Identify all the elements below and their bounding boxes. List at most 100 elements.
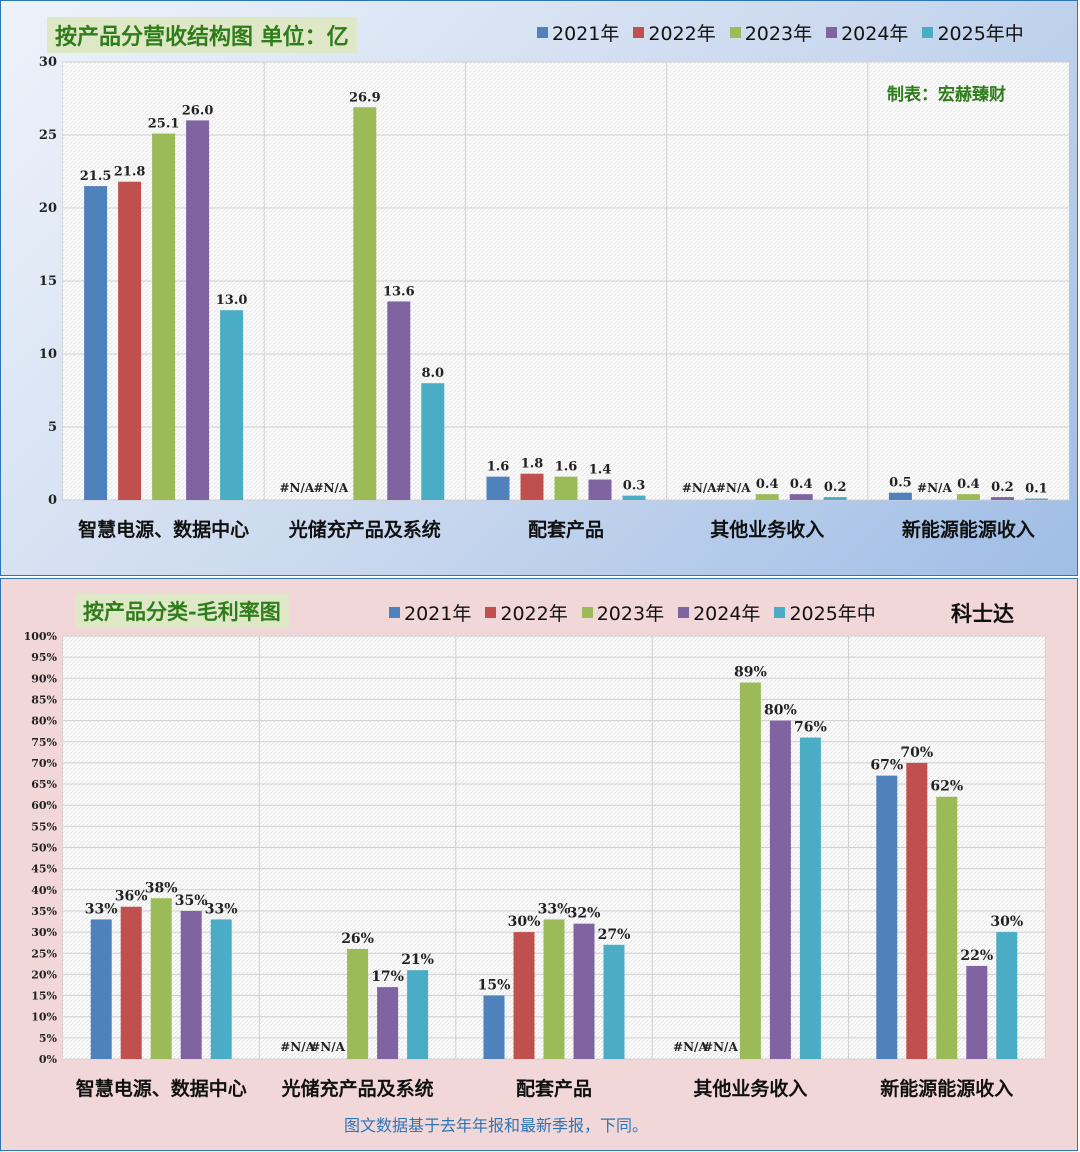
revenue-legend-item: 2023年 bbox=[729, 19, 813, 46]
revenue-chart-panel: 0 5 10 15 20 25 30 智慧电源、数据中心 光储充产品及系统 配套产品 其他业务收入 新… bbox=[0, 0, 1078, 576]
revenue-data-label: 13.6 bbox=[383, 284, 415, 299]
margin-bar bbox=[210, 919, 232, 1059]
revenue-y-tick-label: 25 bbox=[39, 128, 57, 143]
margin-legend-swatch bbox=[678, 607, 690, 618]
margin-bar bbox=[936, 796, 958, 1059]
revenue-legend-item: 2022年 bbox=[633, 19, 716, 46]
revenue-bar bbox=[823, 497, 847, 500]
margin-data-label: 21% bbox=[401, 952, 434, 968]
revenue-data-label: 25.1 bbox=[148, 117, 180, 132]
revenue-y-tick-label: 10 bbox=[39, 347, 57, 362]
margin-bar bbox=[377, 987, 399, 1059]
revenue-data-label: 8.0 bbox=[421, 366, 444, 381]
margin-y-tick-label: 25% bbox=[31, 947, 57, 960]
revenue-legend-label: 2023年 bbox=[744, 23, 813, 45]
revenue-legend-item: 2025年中 bbox=[922, 19, 1024, 46]
margin-bar bbox=[573, 923, 595, 1059]
margin-bar bbox=[739, 682, 761, 1059]
revenue-legend-label: 2025年中 bbox=[937, 23, 1024, 45]
revenue-bar bbox=[789, 494, 813, 500]
margin-data-label: 30% bbox=[990, 914, 1023, 930]
revenue-data-label: 0.4 bbox=[790, 477, 813, 492]
revenue-category-label: 智慧电源、数据中心 bbox=[78, 518, 249, 541]
revenue-data-label: 0.2 bbox=[824, 480, 847, 495]
revenue-data-label: 1.6 bbox=[555, 460, 578, 475]
margin-y-tick-label: 10% bbox=[31, 1011, 57, 1024]
margin-data-label: 38% bbox=[145, 880, 178, 896]
margin-category-label: 光储充产品及系统 bbox=[281, 1077, 434, 1100]
margin-y-tick-label: 5% bbox=[39, 1032, 58, 1045]
margin-legend-swatch bbox=[389, 607, 400, 618]
margin-bar bbox=[347, 949, 369, 1059]
revenue-bar bbox=[353, 107, 377, 500]
margin-category-label: 智慧电源、数据中心 bbox=[76, 1077, 247, 1100]
revenue-na-label: #N/A bbox=[279, 481, 314, 495]
revenue-bar bbox=[421, 383, 445, 500]
revenue-data-label: 0.4 bbox=[756, 477, 779, 492]
margin-data-label: 33% bbox=[205, 901, 238, 917]
revenue-data-label: 1.6 bbox=[487, 460, 510, 475]
margin-y-tick-label: 0% bbox=[39, 1053, 58, 1066]
margin-na-label: #N/A bbox=[703, 1040, 738, 1054]
margin-data-label: 35% bbox=[175, 893, 208, 909]
margin-legend-label: 2021年 bbox=[404, 603, 472, 625]
margin-legend-item: 2025年中 bbox=[774, 599, 876, 626]
margin-category-label: 其他业务收入 bbox=[693, 1077, 807, 1100]
margin-bar bbox=[996, 932, 1018, 1059]
margin-data-label: 89% bbox=[734, 665, 767, 681]
revenue-category-label: 新能源能源收入 bbox=[902, 518, 1035, 541]
revenue-data-label: 1.4 bbox=[589, 463, 612, 478]
revenue-legend-swatch bbox=[826, 27, 838, 38]
margin-y-tick-label: 60% bbox=[31, 799, 57, 812]
revenue-data-label: 0.3 bbox=[623, 479, 646, 494]
revenue-legend-swatch bbox=[537, 27, 548, 38]
revenue-category-label: 其他业务收入 bbox=[710, 518, 824, 541]
revenue-data-label: 0.1 bbox=[1025, 482, 1048, 497]
revenue-bar bbox=[1024, 498, 1048, 500]
margin-data-label: 26% bbox=[341, 931, 374, 947]
revenue-y-tick-label: 5 bbox=[48, 420, 57, 435]
company-name: 科士达 bbox=[951, 601, 1014, 626]
margin-bar bbox=[180, 910, 202, 1059]
revenue-na-label: #N/A bbox=[917, 481, 952, 495]
margin-y-tick-label: 15% bbox=[31, 990, 57, 1003]
margin-category-label: 新能源能源收入 bbox=[880, 1077, 1013, 1100]
margin-legend-swatch bbox=[581, 607, 593, 618]
margin-data-label: 27% bbox=[598, 927, 631, 943]
margin-chart-svg: 0% 5% 10% 15% 20% 25% 30% 35% 40% 45% 50% 55% 60% 65%… bbox=[24, 630, 1046, 1100]
margin-data-label: 30% bbox=[508, 914, 541, 930]
revenue-bar bbox=[622, 495, 646, 500]
revenue-legend-item: 2021年 bbox=[537, 19, 619, 46]
margin-data-label: 17% bbox=[371, 969, 404, 985]
margin-y-tick-label: 40% bbox=[31, 884, 57, 897]
margin-y-tick-label: 65% bbox=[31, 778, 57, 791]
revenue-chart-legend: 2021年 2022年 2023年 2024年 2025年中 bbox=[537, 19, 1024, 46]
revenue-legend-swatch bbox=[729, 27, 741, 38]
margin-y-tick-label: 90% bbox=[31, 672, 57, 685]
revenue-category-label: 光储充产品及系统 bbox=[288, 518, 441, 541]
revenue-bar bbox=[84, 186, 108, 500]
margin-bar bbox=[799, 737, 821, 1059]
margin-legend-item: 2021年 bbox=[389, 599, 471, 626]
revenue-na-label: #N/A bbox=[313, 481, 348, 495]
revenue-chart-svg: 0 5 10 15 20 25 30 智慧电源、数据中心 光储充产品及系统 配套产品 其他业务收入 新… bbox=[39, 55, 1070, 541]
revenue-category-label: 配套产品 bbox=[528, 518, 604, 541]
revenue-data-label: 26.0 bbox=[182, 103, 214, 118]
margin-data-label: 33% bbox=[538, 901, 571, 917]
margin-bar bbox=[966, 965, 988, 1059]
margin-legend-item: 2022年 bbox=[485, 599, 568, 626]
revenue-bar bbox=[186, 120, 210, 501]
revenue-data-label: 21.8 bbox=[114, 165, 146, 180]
margin-data-label: 15% bbox=[478, 978, 511, 994]
margin-na-label: #N/A bbox=[673, 1040, 708, 1054]
margin-legend-label: 2023年 bbox=[596, 603, 665, 625]
margin-y-tick-label: 20% bbox=[31, 968, 57, 981]
margin-y-tick-label: 30% bbox=[31, 926, 57, 939]
margin-chart-legend: 2021年 2022年 2023年 2024年 2025年中 bbox=[389, 599, 876, 626]
margin-chart-title: 按产品分类-毛利率图 bbox=[75, 594, 289, 628]
margin-legend-swatch bbox=[774, 607, 786, 618]
margin-data-label: 70% bbox=[900, 745, 933, 761]
revenue-data-label: 0.2 bbox=[991, 480, 1014, 495]
revenue-chart-title: 按产品分营收结构图 单位：亿 bbox=[47, 17, 357, 53]
margin-legend-label: 2022年 bbox=[500, 603, 568, 625]
